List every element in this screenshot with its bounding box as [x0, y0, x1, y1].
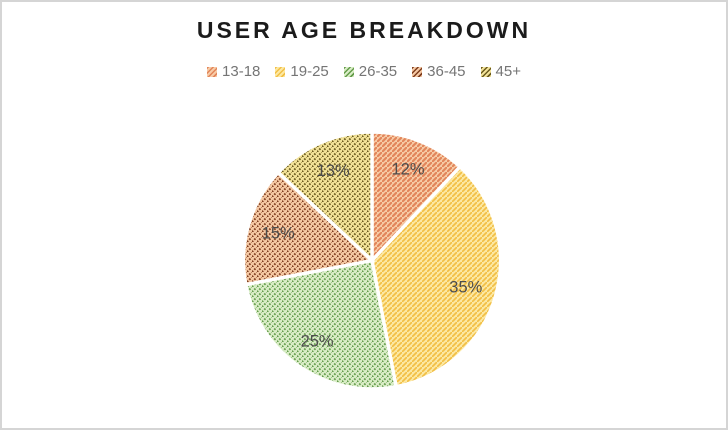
pie-data-label: 25% — [301, 332, 334, 350]
legend-swatch-icon — [343, 67, 354, 77]
legend-item-36-45[interactable]: 36-45 — [412, 63, 466, 80]
pie-data-label: 35% — [449, 279, 482, 297]
legend-swatch-icon — [412, 67, 423, 77]
legend-label: 36-45 — [427, 63, 466, 80]
pie-data-label: 15% — [262, 224, 295, 242]
pie-slice-45+[interactable] — [275, 130, 374, 265]
legend-item-26-35[interactable]: 26-35 — [343, 63, 398, 80]
legend-label: 26-35 — [358, 63, 398, 80]
chart-title: USER AGE BREAKDOWN — [196, 17, 532, 43]
pie-slice-26-35[interactable] — [243, 258, 399, 391]
pie-data-label: 13% — [317, 162, 350, 180]
legend-item-13-18[interactable]: 13-18 — [207, 64, 260, 80]
pie-data-label: 12% — [391, 161, 424, 179]
legend-swatch-icon — [275, 67, 286, 77]
pie-slice-36-45[interactable] — [241, 170, 376, 287]
legend-item-45+[interactable]: 45+ — [480, 63, 521, 80]
legend-swatch-icon — [207, 67, 218, 77]
legend-item-19-25[interactable]: 19-25 — [275, 63, 329, 80]
legend-swatch-icon — [480, 67, 491, 77]
pie-slice-13-18[interactable] — [370, 130, 463, 265]
legend-label: 19-25 — [290, 63, 329, 80]
legend-label: 13-18 — [222, 63, 261, 80]
legend-label: 45+ — [495, 63, 521, 80]
chart-legend: 13-18 19-25 26-35 36-45 45+ — [2, 64, 726, 80]
pie-slice-19-25[interactable] — [370, 164, 503, 389]
